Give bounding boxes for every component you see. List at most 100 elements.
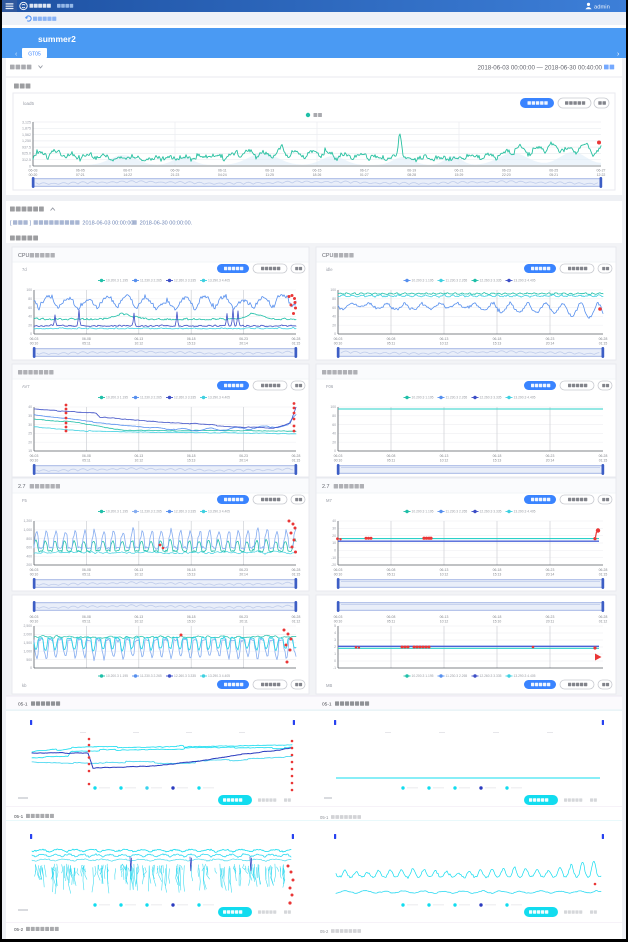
- svg-text:00:10: 00:10: [334, 342, 343, 346]
- svg-text:05-1: 05-1: [14, 814, 24, 819]
- svg-text:625.0: 625.0: [22, 152, 31, 156]
- svg-text:12.260.3 3.335: 12.260.3 3.335: [174, 510, 196, 514]
- svg-text:06-03: 06-03: [334, 454, 343, 458]
- svg-text:4: 4: [334, 631, 336, 635]
- svg-text:15: 15: [28, 449, 32, 453]
- svg-text:60: 60: [332, 306, 336, 310]
- svg-text:-20: -20: [331, 563, 336, 567]
- svg-text:15:29: 15:29: [455, 173, 464, 177]
- svg-text:idle: idle: [326, 267, 333, 272]
- svg-text:06-03: 06-03: [30, 568, 39, 572]
- svg-text:admin: admin: [594, 4, 610, 10]
- svg-text:2,500: 2,500: [24, 624, 33, 628]
- svg-text:07:21: 07:21: [76, 173, 85, 177]
- svg-text:0: 0: [29, 164, 31, 168]
- svg-text:10:12: 10:12: [440, 459, 449, 463]
- svg-text:20:14: 20:14: [239, 342, 248, 346]
- svg-text:CPU: CPU: [18, 253, 29, 259]
- svg-text:06-23: 06-23: [239, 454, 248, 458]
- svg-text:10.200.3 1.195: 10.200.3 1.195: [412, 674, 434, 678]
- svg-text:06-13: 06-13: [134, 615, 143, 619]
- svg-text:06-28: 06-28: [292, 615, 301, 619]
- svg-text:01:15: 01:15: [292, 459, 301, 463]
- svg-text:312.5: 312.5: [22, 158, 31, 162]
- svg-text:5: 5: [334, 624, 336, 628]
- svg-text:06-11: 06-11: [218, 169, 227, 173]
- svg-text:20:14: 20:14: [546, 459, 555, 463]
- svg-text:›: ›: [617, 51, 620, 58]
- svg-text:‹: ‹: [15, 51, 18, 58]
- svg-text:01:12: 01:12: [599, 620, 608, 624]
- svg-text:10.200.3 1.195: 10.200.3 1.195: [106, 674, 128, 678]
- svg-text:06-13: 06-13: [440, 454, 449, 458]
- svg-text:15:13: 15:13: [493, 573, 502, 577]
- svg-text:13.290.3 4.405: 13.290.3 4.405: [514, 279, 536, 283]
- svg-text:10:12: 10:12: [440, 573, 449, 577]
- svg-text:05-1: 05-1: [18, 702, 28, 708]
- svg-text:01:27: 01:27: [360, 173, 369, 177]
- svg-text:2: 2: [334, 645, 336, 649]
- svg-text:05:21: 05:21: [549, 173, 558, 177]
- svg-text:14:22: 14:22: [123, 173, 132, 177]
- svg-text:1,200: 1,200: [24, 519, 33, 523]
- svg-text:06-08: 06-08: [82, 454, 91, 458]
- svg-text:06-09: 06-09: [171, 169, 180, 173]
- svg-text:06-08: 06-08: [387, 454, 396, 458]
- svg-text:00:10: 00:10: [334, 620, 343, 624]
- svg-text:06-13: 06-13: [440, 568, 449, 572]
- svg-text:10:12: 10:12: [440, 342, 449, 346]
- svg-text:05:11: 05:11: [82, 573, 90, 577]
- svg-text:0: 0: [334, 332, 336, 336]
- svg-text:11.230.3 2.265: 11.230.3 2.265: [140, 674, 162, 678]
- svg-text:06-23: 06-23: [502, 169, 511, 173]
- svg-text:10.200.3 1.195: 10.200.3 1.195: [106, 279, 128, 283]
- svg-text:00:10: 00:10: [334, 573, 343, 577]
- svg-text:0: 0: [334, 549, 336, 553]
- svg-text:30: 30: [332, 527, 336, 531]
- svg-text:11.230.3 2.265: 11.230.3 2.265: [140, 279, 162, 283]
- svg-text:06-18: 06-18: [493, 615, 502, 619]
- svg-text:load5: load5: [23, 101, 35, 106]
- svg-text:12.260.3 3.335: 12.260.3 3.335: [174, 279, 196, 283]
- svg-text:80: 80: [28, 297, 32, 301]
- svg-text:35: 35: [28, 414, 32, 418]
- svg-text:11.230.3 2.265: 11.230.3 2.265: [446, 674, 468, 678]
- svg-text:15:13: 15:13: [187, 573, 196, 577]
- svg-text:1,875: 1,875: [22, 127, 31, 131]
- svg-text:01:15: 01:15: [599, 573, 608, 577]
- svg-text:CPU: CPU: [322, 253, 333, 259]
- svg-text:01:15: 01:15: [599, 459, 608, 463]
- svg-text:M7: M7: [326, 498, 332, 503]
- svg-text:15:10: 15:10: [493, 620, 502, 624]
- svg-text:06-13: 06-13: [265, 169, 274, 173]
- svg-text:]: ]: [30, 221, 32, 227]
- svg-text:05:11: 05:11: [387, 620, 395, 624]
- svg-text:06-23: 06-23: [546, 454, 555, 458]
- svg-text:0: 0: [334, 659, 336, 663]
- svg-text:22:20: 22:20: [502, 173, 511, 177]
- svg-text:01:15: 01:15: [292, 573, 301, 577]
- svg-text:12.260.3 3.335: 12.260.3 3.335: [480, 279, 502, 283]
- svg-text:summer2: summer2: [38, 34, 76, 44]
- svg-text:12.260.3 3.335: 12.260.3 3.335: [174, 674, 196, 678]
- svg-text:06-23: 06-23: [546, 568, 555, 572]
- svg-text:20:11: 20:11: [239, 620, 247, 624]
- svg-text:06-28: 06-28: [292, 337, 301, 341]
- svg-text:05:11: 05:11: [387, 459, 395, 463]
- svg-text:00:10: 00:10: [30, 573, 39, 577]
- svg-text:1,000: 1,000: [24, 649, 33, 653]
- svg-text:13.290.3 4.405: 13.290.3 4.405: [208, 279, 230, 283]
- svg-text:13.290.3 4.405: 13.290.3 4.405: [208, 674, 230, 678]
- svg-text:AV7: AV7: [22, 384, 30, 389]
- svg-text:06-17: 06-17: [360, 169, 369, 173]
- svg-text:F06: F06: [326, 384, 334, 389]
- svg-text:11.230.3 2.265: 11.230.3 2.265: [446, 396, 468, 400]
- svg-text:GT05: GT05: [28, 52, 41, 58]
- svg-text:06-08: 06-08: [82, 337, 91, 341]
- svg-text:01:15: 01:15: [292, 342, 301, 346]
- svg-text:01:12: 01:12: [292, 620, 301, 624]
- svg-text:21:23: 21:23: [171, 173, 180, 177]
- svg-text:20:11: 20:11: [546, 620, 554, 624]
- svg-text:06-27: 06-27: [597, 169, 606, 173]
- svg-text:80: 80: [332, 414, 336, 418]
